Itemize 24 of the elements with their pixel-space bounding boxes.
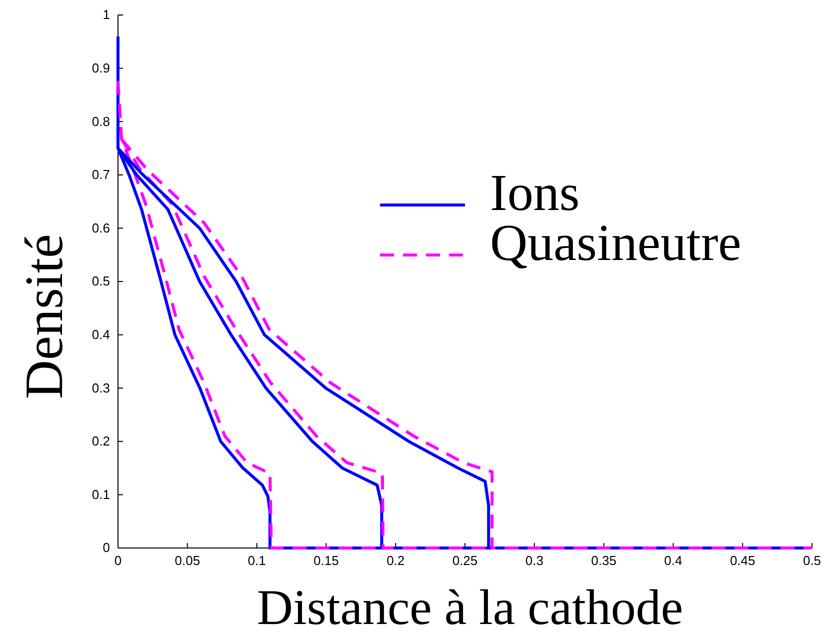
x-tick-label: 0.25 [452, 553, 478, 568]
x-tick-label: 0.2 [386, 553, 405, 568]
y-tick-label: 0.1 [92, 486, 110, 502]
y-tick-label: 0.4 [92, 326, 110, 342]
y-tick-label: 0 [102, 540, 110, 556]
x-tick-label: 0.1 [248, 553, 266, 568]
y-tick-label: 0.2 [92, 434, 110, 449]
x-tick-label: 0.4 [664, 553, 682, 568]
x-tick-label: 0.5 [802, 553, 822, 568]
x-tick-label: 0.3 [525, 553, 544, 568]
x-axis-title: Distance à la cathode [256, 579, 684, 634]
x-tick-label: 0 [114, 553, 122, 568]
y-tick-label: 0.9 [92, 60, 110, 76]
y-tick-label: 0.7 [92, 167, 110, 182]
y-tick-label: 0.5 [92, 274, 110, 289]
y-tick-label: 0.6 [92, 220, 110, 236]
y-tick-label: 0.3 [92, 380, 110, 396]
x-tick-label: 0.15 [314, 553, 339, 568]
y-tick-label: 1 [102, 7, 110, 22]
x-tick-label: 0.05 [174, 553, 200, 568]
x-tick-label: 0.45 [730, 553, 756, 568]
x-tick-label: 0.35 [591, 553, 616, 568]
y-tick-label: 0.8 [92, 114, 110, 129]
y-axis-title: Densité [14, 234, 74, 399]
